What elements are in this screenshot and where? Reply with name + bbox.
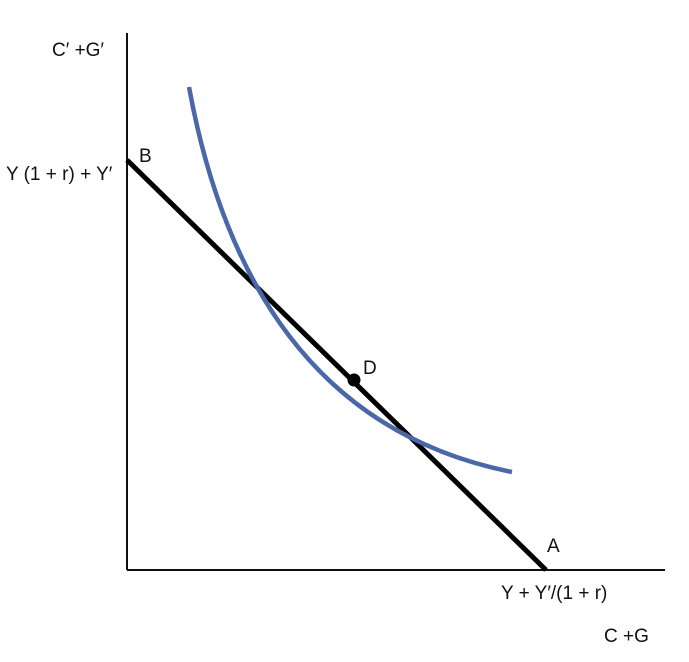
budget-line bbox=[125, 158, 548, 572]
x-axis-label: C +G bbox=[604, 626, 649, 647]
y-intercept-label: Y (1 + r) + Y′ bbox=[6, 164, 113, 185]
indifference-curve bbox=[186, 86, 513, 475]
x-intercept-label: Y + Y′/(1 + r) bbox=[501, 583, 607, 604]
point-d-label: D bbox=[363, 358, 377, 379]
point-d-marker bbox=[347, 373, 361, 387]
point-b-label: B bbox=[139, 146, 152, 167]
y-axis-label: C′ +G′ bbox=[52, 40, 104, 61]
point-a-label: A bbox=[547, 536, 560, 557]
